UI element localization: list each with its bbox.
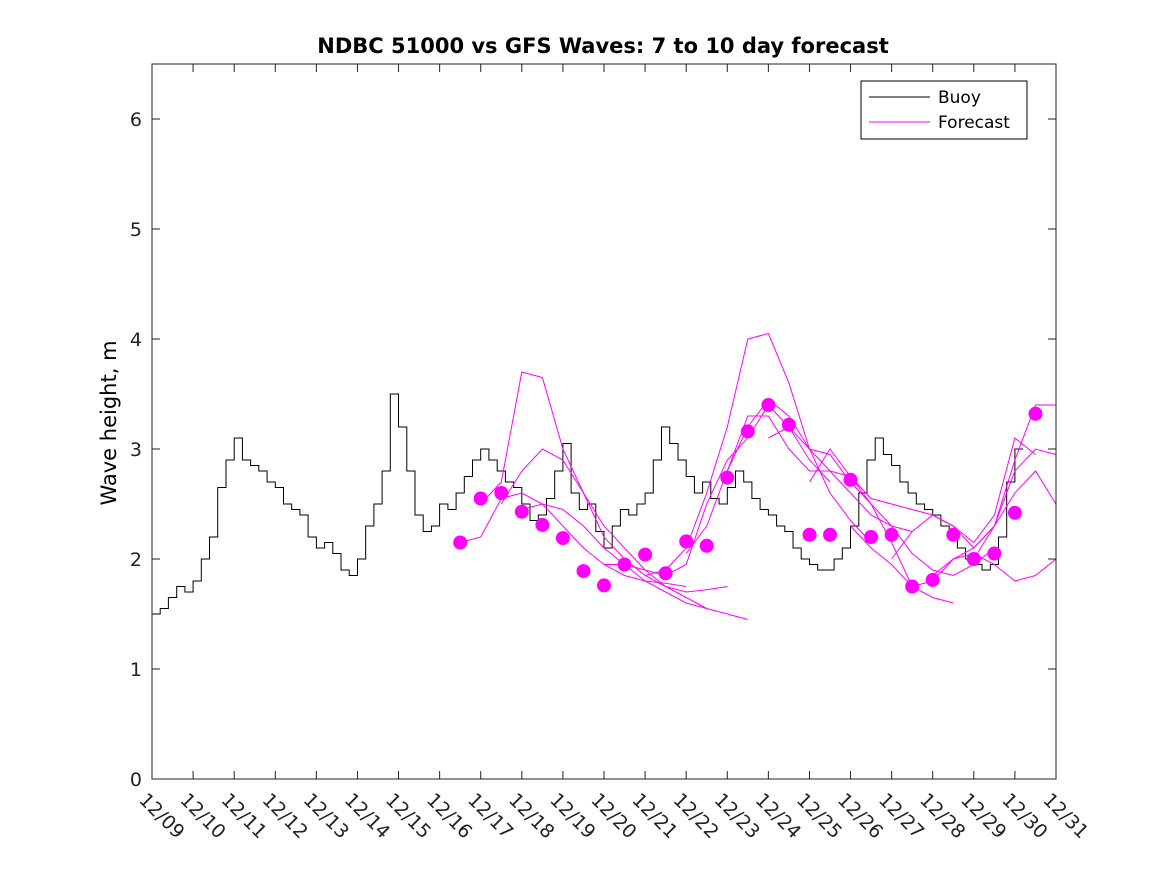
y-axis-label: Wave height, m: [97, 340, 121, 505]
forecast-marker: [781, 417, 796, 432]
forecast-marker: [761, 398, 776, 412]
forecast-series-line-14: [973, 470, 1057, 560]
y-tick-label: 5: [130, 219, 142, 241]
legend: Buoy Forecast: [860, 80, 1028, 140]
forecast-marker: [1007, 505, 1022, 520]
forecast-marker: [720, 470, 735, 485]
forecast-series-line-4: [521, 503, 748, 620]
forecast-marker: [494, 486, 509, 500]
forecast-marker: [597, 578, 611, 593]
forecast-marker: [905, 579, 920, 594]
forecast-marker: [535, 517, 550, 532]
forecast-marker: [925, 572, 940, 587]
forecast-marker: [946, 527, 961, 542]
forecast-marker: [843, 472, 858, 487]
forecast-marker: [740, 424, 755, 439]
y-tick-label: 2: [130, 549, 142, 571]
forecast-marker: [1028, 406, 1043, 421]
chart-title: NDBC 51000 vs GFS Waves: 7 to 10 day for…: [317, 34, 888, 58]
y-tick-label: 0: [130, 769, 142, 791]
forecast-series-line-10: [809, 437, 1036, 544]
forecast-marker: [864, 530, 879, 544]
forecast-marker: [638, 547, 653, 562]
buoy-series-line: [152, 393, 1024, 615]
forecast-marker: [679, 534, 694, 549]
forecast-marker: [473, 491, 488, 506]
forecast-series-line-13: [932, 552, 1057, 582]
plot-area: [152, 332, 1057, 620]
forecast-marker: [802, 527, 817, 542]
forecast-series-line-3: [500, 448, 728, 593]
forecast-marker: [555, 531, 570, 546]
forecast-series-line-12: [891, 404, 1056, 560]
forecast-series-line-5: [604, 404, 831, 577]
forecast-marker: [658, 566, 673, 581]
legend-forecast-label: Forecast: [938, 113, 1010, 133]
forecast-marker: [987, 546, 1002, 561]
forecast-marker: [617, 557, 632, 572]
forecast-series-line-2: [480, 371, 707, 609]
forecast-series-line-6: [644, 332, 872, 576]
forecast-marker: [966, 552, 981, 566]
y-tick-label: 6: [130, 109, 142, 131]
forecast-series-line-1: [460, 492, 687, 587]
forecast-marker: [823, 527, 837, 542]
y-tick-label: 4: [130, 329, 142, 351]
forecast-marker: [576, 564, 591, 579]
legend-box: [860, 80, 1028, 140]
forecast-marker: [884, 527, 899, 542]
legend-buoy-label: Buoy: [938, 88, 981, 108]
y-tick-label: 1: [130, 659, 142, 681]
forecast-marker: [453, 535, 468, 550]
forecast-series-line-9: [768, 426, 995, 577]
forecast-marker: [699, 538, 714, 553]
y-tick-label: 3: [130, 439, 142, 461]
forecast-marker: [514, 504, 529, 519]
